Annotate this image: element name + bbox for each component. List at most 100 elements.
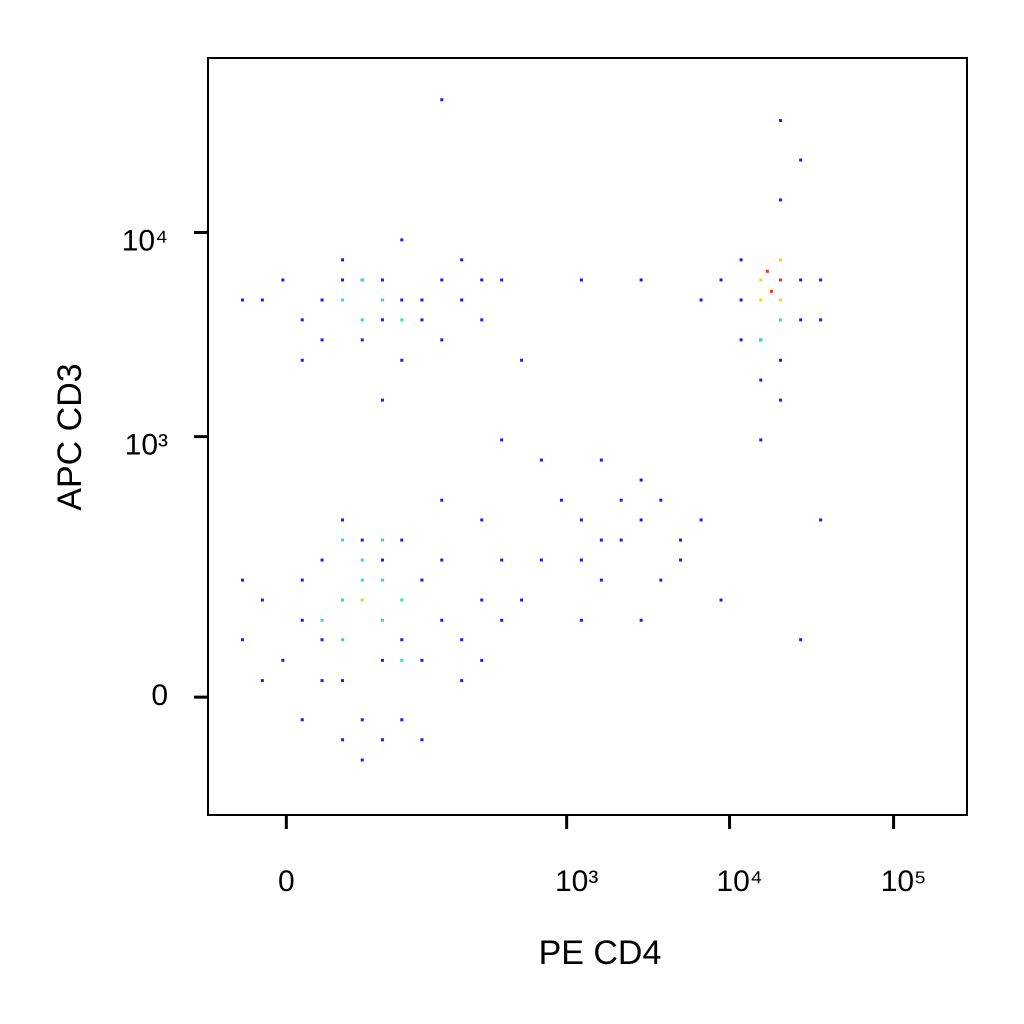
data-point xyxy=(639,518,643,522)
data-point xyxy=(679,538,683,542)
data-point xyxy=(759,378,763,382)
data-point xyxy=(639,278,643,282)
data-point xyxy=(420,658,424,662)
data-point xyxy=(799,638,803,642)
data-point xyxy=(341,518,345,522)
data-point xyxy=(819,278,823,282)
x-tick-label: 10⁵ xyxy=(881,865,927,898)
data-point xyxy=(341,598,345,602)
data-point xyxy=(520,358,524,362)
data-point xyxy=(559,498,563,502)
data-point xyxy=(320,618,324,622)
data-point xyxy=(380,618,384,622)
plot-frame xyxy=(207,57,968,816)
data-point xyxy=(659,498,663,502)
data-point xyxy=(779,358,783,362)
data-point xyxy=(440,278,444,282)
data-point xyxy=(639,478,643,482)
data-point xyxy=(360,758,364,762)
data-point xyxy=(240,638,244,642)
x-tick-label: 10⁴ xyxy=(716,865,762,898)
data-point xyxy=(460,638,464,642)
data-point xyxy=(440,558,444,562)
y-tick-label: 10⁴ xyxy=(122,224,168,257)
data-point xyxy=(400,638,404,642)
data-point xyxy=(320,558,324,562)
data-point xyxy=(360,718,364,722)
data-point xyxy=(539,558,543,562)
data-point xyxy=(281,658,285,662)
data-point xyxy=(579,518,583,522)
data-point xyxy=(759,438,763,442)
data-point xyxy=(400,658,404,662)
data-point xyxy=(579,558,583,562)
data-point xyxy=(619,538,623,542)
data-point xyxy=(380,558,384,562)
y-tick-label: 0 xyxy=(151,679,168,712)
data-point xyxy=(380,318,384,322)
data-point xyxy=(400,358,404,362)
data-point xyxy=(380,738,384,742)
data-point xyxy=(759,298,763,302)
data-point xyxy=(300,618,304,622)
data-point xyxy=(579,278,583,282)
data-point xyxy=(420,578,424,582)
y-tick-label: 10³ xyxy=(125,429,168,462)
data-point xyxy=(759,338,763,342)
data-point xyxy=(480,318,484,322)
data-point xyxy=(380,538,384,542)
data-point xyxy=(300,318,304,322)
data-point xyxy=(360,318,364,322)
data-point xyxy=(779,398,783,402)
data-point xyxy=(699,518,703,522)
data-point xyxy=(779,278,783,282)
data-point xyxy=(240,298,244,302)
data-point xyxy=(400,298,404,302)
data-point xyxy=(799,278,803,282)
data-point xyxy=(500,558,504,562)
data-point xyxy=(500,278,504,282)
data-point xyxy=(440,618,444,622)
data-point xyxy=(380,578,384,582)
data-point xyxy=(779,298,783,302)
data-point xyxy=(599,458,603,462)
data-point xyxy=(300,358,304,362)
data-point xyxy=(400,718,404,722)
data-point xyxy=(779,318,783,322)
data-point xyxy=(300,578,304,582)
data-point xyxy=(599,578,603,582)
data-point xyxy=(480,278,484,282)
data-point xyxy=(799,318,803,322)
data-point xyxy=(619,498,623,502)
data-point xyxy=(341,278,345,282)
data-point xyxy=(480,518,484,522)
data-point xyxy=(400,538,404,542)
data-point xyxy=(739,258,743,262)
data-point xyxy=(639,618,643,622)
data-point xyxy=(759,278,763,282)
data-point xyxy=(380,398,384,402)
data-point xyxy=(739,298,743,302)
data-point xyxy=(699,298,703,302)
data-point xyxy=(659,578,663,582)
data-point xyxy=(360,338,364,342)
data-point xyxy=(719,278,723,282)
data-point xyxy=(539,458,543,462)
data-point xyxy=(341,538,345,542)
data-point xyxy=(400,238,404,242)
x-tick-label: 10³ xyxy=(555,865,598,898)
data-point xyxy=(420,298,424,302)
data-point xyxy=(579,618,583,622)
data-point xyxy=(460,298,464,302)
data-point xyxy=(779,119,783,123)
data-point xyxy=(480,658,484,662)
data-point xyxy=(380,298,384,302)
data-point xyxy=(769,289,773,293)
data-point xyxy=(739,338,743,342)
data-point xyxy=(341,738,345,742)
data-point xyxy=(500,438,504,442)
data-point xyxy=(281,278,285,282)
data-point xyxy=(500,618,504,622)
data-point xyxy=(320,679,324,683)
data-point xyxy=(719,598,723,602)
